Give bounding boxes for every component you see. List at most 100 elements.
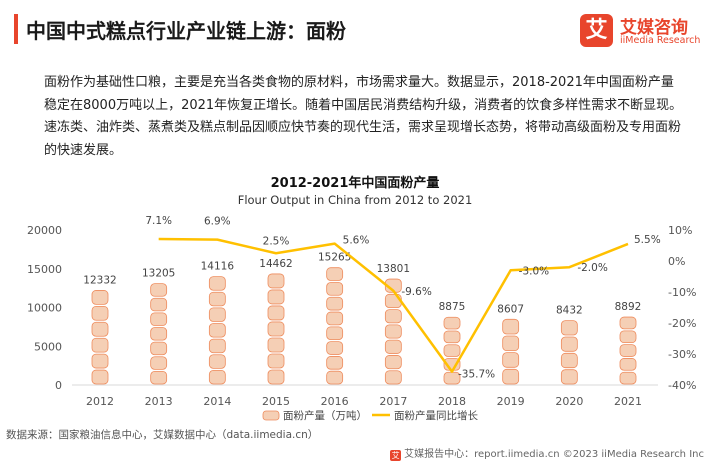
- growth-value-label: 5.5%: [634, 234, 661, 246]
- x-axis-tick-label: 2016: [321, 395, 349, 408]
- bar-2012: [91, 290, 109, 385]
- bar-segment: [267, 305, 285, 321]
- bar-segment: [91, 353, 109, 369]
- bar-segment: [267, 321, 285, 337]
- bar-segment: [443, 344, 461, 357]
- bar-value-label: 13801: [377, 263, 410, 275]
- bar-segment: [91, 337, 109, 353]
- bar-value-label: 8432: [556, 305, 583, 317]
- growth-value-label: -35.7%: [458, 369, 495, 381]
- right-axis-tick-label: -20%: [668, 317, 696, 330]
- bar-segment: [502, 352, 520, 368]
- bar-segment: [208, 338, 226, 354]
- bar-value-label: 15265: [318, 252, 351, 264]
- logo-chinese-name: 艾媒咨询: [620, 18, 688, 38]
- x-axis-tick-label: 2020: [555, 395, 583, 408]
- bar-segment: [326, 296, 344, 311]
- left-axis-tick-label: 20000: [27, 224, 62, 237]
- bar-segment: [384, 339, 402, 354]
- footer-logo-icon: 艾: [390, 450, 402, 461]
- growth-value-label: -9.6%: [401, 286, 431, 298]
- flour-output-chart: 0 5000 10000 15000 20000 -40% -30% -20% -10% 0% 10…: [27, 215, 696, 422]
- x-axis-tick-label: 2017: [379, 395, 407, 408]
- bar-segment: [619, 316, 637, 330]
- bar-segment: [443, 316, 461, 330]
- right-axis-tick-label: 0%: [668, 255, 685, 268]
- bar-segment: [326, 370, 344, 385]
- growth-value-label: -2.0%: [577, 262, 607, 274]
- bar-segment: [443, 330, 461, 344]
- logo-mark-icon: 艾: [580, 14, 613, 47]
- bar-value-label: 8607: [497, 303, 524, 315]
- bar-segment: [326, 326, 344, 341]
- bar-segment: [208, 291, 226, 307]
- bar-segment: [326, 341, 344, 355]
- bar-segment: [150, 341, 168, 356]
- bar-segment: [502, 318, 520, 335]
- bar-segment: [502, 335, 520, 352]
- bar-value-label: 14462: [259, 258, 292, 270]
- x-axis-tick-label: 2013: [145, 395, 173, 408]
- bar-2020: [560, 320, 578, 385]
- bar-segment: [208, 369, 226, 385]
- right-axis-tick-label: -10%: [668, 286, 696, 299]
- bar-segment: [150, 327, 168, 341]
- bar-segment: [619, 371, 637, 385]
- right-axis-tick-label: 10%: [668, 224, 692, 237]
- bar-value-label: 8875: [439, 301, 466, 313]
- right-axis-tick-label: -40%: [668, 379, 696, 392]
- bar-2015: [267, 273, 285, 385]
- bar-2021: [619, 316, 637, 385]
- growth-line-series: [158, 237, 629, 373]
- legend-line-label: 面粉产量同比增长: [394, 409, 478, 422]
- bar-value-label: 13205: [142, 268, 175, 280]
- bar-segment: [150, 283, 168, 297]
- bar-segment: [560, 352, 578, 369]
- bar-value-label: 8892: [615, 301, 642, 313]
- footer-text: 艾媒报告中心：report.iimedia.cn ©2023 iiMedia R…: [404, 449, 704, 460]
- bar-segment: [267, 289, 285, 305]
- bar-segment: [150, 312, 168, 326]
- bar-2017: [384, 278, 402, 385]
- bar-value-label: 14116: [201, 261, 235, 273]
- bar-segment: [91, 321, 109, 337]
- bar-segment: [384, 324, 402, 339]
- left-axis-tick-label: 15000: [27, 263, 62, 276]
- bar-2018: [443, 316, 461, 385]
- left-axis-tick-label: 0: [55, 379, 62, 392]
- growth-value-label: -3.0%: [519, 265, 549, 277]
- bar-segment: [208, 276, 226, 291]
- legend-bar-swatch: [262, 410, 280, 421]
- chart-title: 2012-2021年中国面粉产量: [270, 176, 440, 191]
- bar-segment: [267, 369, 285, 385]
- bar-segment: [619, 358, 637, 371]
- growth-value-label: 2.5%: [263, 235, 290, 247]
- bar-2019: [502, 318, 520, 385]
- bar-segment: [91, 290, 109, 305]
- right-axis-tick-label: -30%: [668, 348, 696, 361]
- logo-english-name: iiMedia Research: [620, 35, 701, 46]
- growth-value-label: 6.9%: [204, 216, 231, 228]
- bar-segment: [150, 356, 168, 370]
- x-axis-tick-label: 2015: [262, 395, 290, 408]
- bar-segment: [150, 297, 168, 312]
- bar-segment: [267, 353, 285, 369]
- x-axis-tick-label: 2021: [614, 395, 642, 408]
- bar-value-label: 12332: [83, 274, 116, 286]
- bar-2014: [208, 276, 226, 385]
- bar-segment: [208, 354, 226, 369]
- footer: 艾艾媒报告中心：report.iimedia.cn ©2023 iiMedia …: [390, 445, 704, 461]
- bar-segment: [91, 305, 109, 321]
- bar-segment: [267, 273, 285, 289]
- bar-segment: [560, 369, 578, 385]
- bar-segment: [384, 355, 402, 370]
- bar-segment: [384, 370, 402, 385]
- bar-segment: [502, 368, 520, 385]
- bar-segment: [208, 307, 226, 322]
- bar-segment: [326, 282, 344, 296]
- bar-segment: [208, 323, 226, 338]
- x-axis-tick-label: 2014: [203, 395, 231, 408]
- bar-segment: [619, 330, 637, 344]
- data-source: 数据来源：国家粮油信息中心，艾媒数据中心（data.iimedia.cn）: [6, 429, 319, 441]
- bar-2013: [150, 283, 168, 385]
